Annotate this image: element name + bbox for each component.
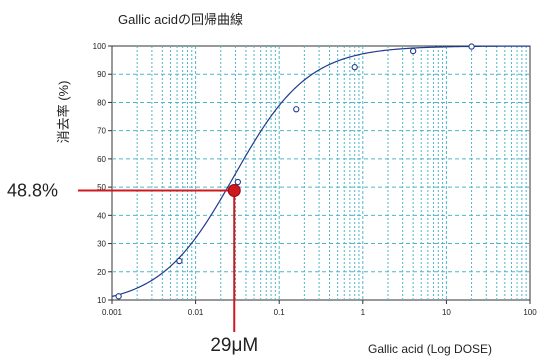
- x-axis-label: Gallic acid (Log DOSE): [368, 342, 492, 356]
- data-point: [115, 293, 122, 300]
- data-points: [115, 43, 475, 300]
- y-axis-label: 消去率 (%): [56, 81, 71, 144]
- y-tick-label: 70: [97, 127, 106, 136]
- fit-curve: [111, 45, 530, 297]
- x-tick-label: 0.01: [188, 308, 204, 317]
- y-tick-label: 90: [97, 70, 106, 79]
- annotation-y-label: 48.8%: [7, 181, 58, 201]
- plot-border: [111, 45, 531, 301]
- annotation-marker: [227, 183, 241, 197]
- annotation-x-label: 29μM: [210, 335, 258, 356]
- y-tick-label: 20: [97, 268, 106, 277]
- y-tick-label: 40: [97, 211, 106, 220]
- plot-area: [111, 45, 531, 301]
- x-tick-label: 0.001: [102, 308, 123, 317]
- data-point: [293, 106, 300, 113]
- y-tick-label: 60: [97, 155, 106, 164]
- annotation: [78, 183, 241, 332]
- chart-title: Gallic acidの回帰曲線: [118, 12, 243, 27]
- y-tick-label: 50: [97, 183, 106, 192]
- data-point: [176, 257, 183, 265]
- x-tick-label: 0.1: [274, 308, 286, 317]
- axes: 10 20 30 40 50 60 70 80 90 100 0.001 0.01 0.1 1 10 100: [93, 42, 538, 317]
- data-point: [234, 178, 241, 186]
- x-tick-label: 1: [361, 308, 366, 317]
- regression-curve: [111, 45, 530, 297]
- data-point: [468, 43, 475, 50]
- y-tick-label: 10: [97, 296, 106, 305]
- data-point: [351, 64, 358, 71]
- x-tick-label: 100: [523, 308, 537, 317]
- y-tick-label: 80: [97, 98, 106, 107]
- data-point: [409, 47, 417, 55]
- x-tick-label: 10: [442, 308, 451, 317]
- y-tick-label: 100: [93, 42, 107, 51]
- grid: [112, 46, 530, 300]
- y-tick-label: 30: [97, 240, 106, 249]
